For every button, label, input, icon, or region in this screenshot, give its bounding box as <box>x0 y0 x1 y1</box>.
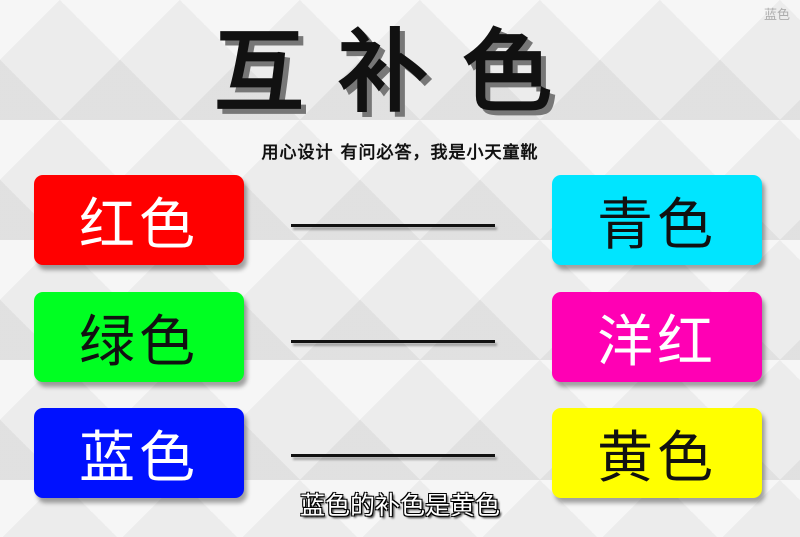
connector-line <box>291 340 495 343</box>
connector-line <box>291 224 495 227</box>
color-box-label: 青色 <box>597 192 717 258</box>
color-box-red: 红色 <box>34 175 244 265</box>
color-box-label: 洋红 <box>597 309 717 375</box>
watermark: 蓝色 <box>763 8 790 23</box>
color-box-cyan: 青色 <box>552 175 762 265</box>
color-box-label: 红色 <box>79 192 199 258</box>
page-title: 互补色 <box>214 20 586 125</box>
color-box-label: 绿色 <box>79 309 199 375</box>
color-box-magenta: 洋红 <box>552 292 762 382</box>
color-box-yellow: 黄色 <box>552 408 762 498</box>
connector-line <box>291 454 495 457</box>
subtitle: 用心设计 有问必答，我是小天童靴 <box>261 143 539 163</box>
subtitle-caption: 蓝色的补色是黄色 <box>299 491 500 520</box>
color-box-label: 黄色 <box>597 425 717 491</box>
color-box-label: 蓝色 <box>79 425 199 491</box>
color-box-blue: 蓝色 <box>34 408 244 498</box>
color-box-green: 绿色 <box>34 292 244 382</box>
